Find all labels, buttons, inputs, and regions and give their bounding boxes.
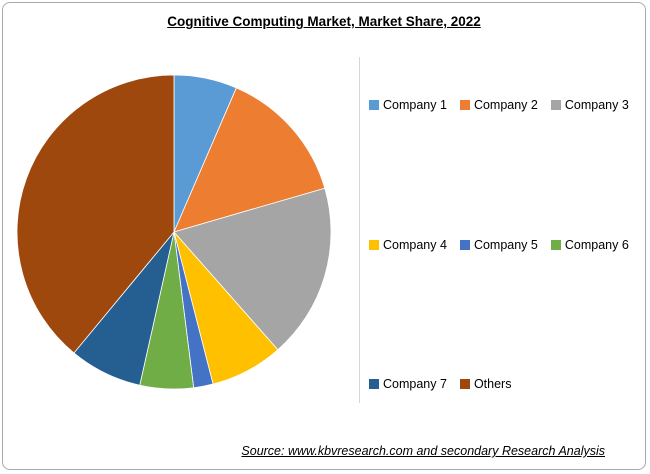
legend-label-company-5: Company 5: [473, 238, 538, 252]
legend-swatch-company-3: [550, 100, 561, 110]
legend-divider-line: [359, 57, 360, 403]
legend-swatch-others: [459, 379, 470, 389]
legend-item-company-7: Company 7: [369, 377, 447, 391]
source-attribution: Source: www.kbvresearch.com and secondar…: [241, 444, 605, 458]
chart-title-text: Cognitive Computing Market, Market Share…: [167, 14, 481, 29]
legend-swatch-company-6: [550, 240, 561, 250]
pie-chart-area: [16, 74, 332, 390]
legend-item-company-5: Company 5: [459, 238, 538, 252]
legend-swatch-company-1: [369, 100, 379, 110]
legend-swatch-company-7: [369, 379, 379, 389]
pie-slice-others: [16, 74, 175, 354]
chart-legend: Company 1 Company 2 Company 3 Company 4 Com…: [369, 57, 641, 403]
legend-row-2: Company 4 Company 5 Company 6: [369, 238, 629, 252]
legend-swatch-company-5: [459, 240, 470, 250]
legend-label-company-4: Company 4: [383, 238, 447, 252]
legend-label-company-1: Company 1: [383, 98, 447, 112]
pie-slice-company-2: [173, 87, 326, 233]
legend-row-1: Company 1 Company 2 Company 3: [369, 98, 629, 112]
legend-label-company-3: Company 3: [564, 98, 629, 112]
pie-chart: [16, 74, 332, 390]
legend-label-company-6: Company 6: [564, 238, 629, 252]
legend-item-company-3: Company 3: [550, 98, 629, 112]
legend-swatch-company-2: [459, 100, 470, 110]
legend-row-3: Company 7 Others: [369, 377, 511, 391]
legend-item-company-4: Company 4: [369, 238, 447, 252]
legend-label-company-7: Company 7: [383, 377, 447, 391]
legend-item-company-1: Company 1: [369, 98, 447, 112]
legend-label-company-2: Company 2: [473, 98, 538, 112]
legend-item-others: Others: [459, 377, 512, 391]
legend-swatch-company-4: [369, 240, 379, 250]
chart-title: Cognitive Computing Market, Market Share…: [3, 14, 645, 29]
legend-label-others: Others: [473, 377, 512, 391]
legend-item-company-2: Company 2: [459, 98, 538, 112]
pie-slice-company-3: [173, 187, 332, 351]
chart-frame: Cognitive Computing Market, Market Share…: [2, 2, 646, 470]
legend-item-company-6: Company 6: [550, 238, 629, 252]
